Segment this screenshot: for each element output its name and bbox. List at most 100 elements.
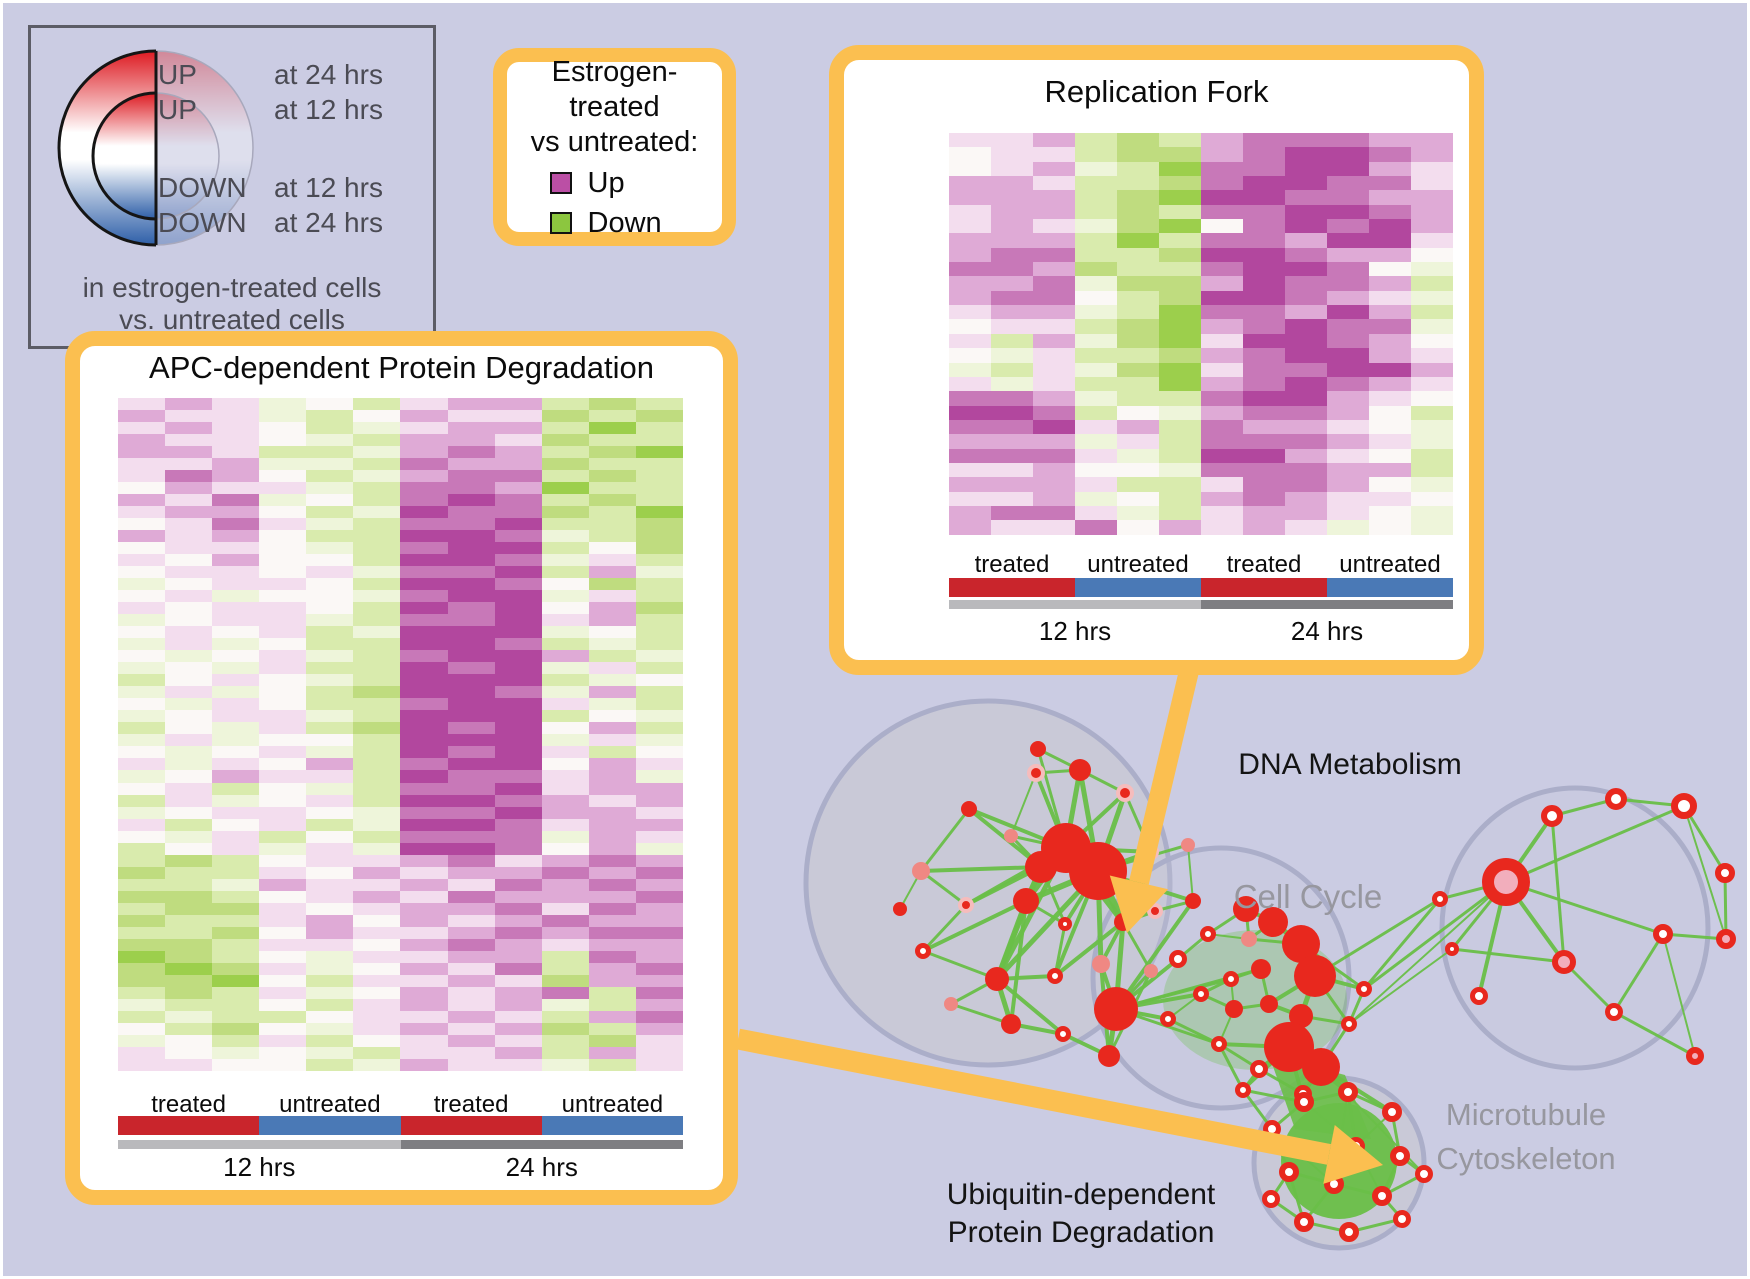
network-edge	[1333, 1091, 1349, 1185]
network-edge	[1200, 992, 1235, 1011]
rf-panel-title: Replication Fork	[1044, 74, 1269, 109]
network-edge	[1380, 1155, 1402, 1197]
gene-node-s	[1251, 959, 1271, 979]
cluster-circle-dna-metabolism	[803, 698, 1173, 1068]
heatmap-row	[949, 233, 1453, 248]
gene-node-w	[1432, 891, 1448, 907]
network-edge	[1167, 993, 1202, 1020]
network-edge	[920, 869, 967, 907]
time-label-12hrs: 12 hrs	[1038, 616, 1112, 646]
apc-heatmap	[118, 398, 683, 1071]
condition-bar	[949, 578, 1075, 597]
heatmap-row	[118, 518, 683, 531]
group-label-untreated-24h: untreated	[561, 1091, 664, 1118]
network-edge	[1303, 1220, 1350, 1234]
color-key-down-item: Down	[549, 206, 680, 240]
gene-node-p	[1716, 929, 1736, 949]
network-edge	[1346, 1091, 1358, 1147]
heatmap-row	[118, 434, 683, 447]
edge-density-blob	[1163, 930, 1347, 1070]
heatmap-row	[118, 494, 683, 507]
network-edge	[1380, 1195, 1404, 1220]
gene-node-w	[1338, 1082, 1358, 1102]
cluster-label-protein-degradation: Protein Degradation	[947, 1216, 1215, 1249]
group-label-treated-12h: treated	[151, 1091, 226, 1118]
network-edge	[1200, 977, 1232, 996]
condition-bar	[1201, 578, 1327, 597]
network-edge	[1399, 1154, 1425, 1176]
network-edge	[1065, 846, 1152, 854]
network-edge	[1064, 791, 1127, 850]
gene-node-f	[1004, 829, 1018, 843]
gene-node-w	[1605, 1003, 1623, 1021]
network-edge	[1286, 1015, 1304, 1048]
heatmap-row	[118, 698, 683, 711]
legend-down-12-word: DOWN	[158, 172, 247, 203]
gene-node-w	[1671, 793, 1697, 819]
network-edge	[1077, 769, 1101, 872]
heatmap-row	[949, 204, 1453, 220]
network-edge	[1287, 1046, 1306, 1103]
network-edge	[922, 949, 998, 981]
heatmap-row	[118, 1022, 683, 1035]
network-edge	[1287, 1171, 1306, 1223]
panel-to-cluster-arrow	[735, 1028, 1332, 1165]
network-edge	[1612, 933, 1665, 1013]
network-edge	[1062, 1032, 1110, 1058]
network-edge	[1024, 868, 1100, 904]
network-edge	[1053, 923, 1067, 977]
gene-node-h	[1147, 903, 1163, 919]
network-edge	[899, 870, 922, 910]
network-edge	[1390, 1111, 1402, 1157]
time-label-24hrs: 24 hrs	[505, 1152, 578, 1182]
network-edge	[1115, 977, 1232, 1011]
network-edge	[1683, 805, 1727, 940]
heatmap-row	[118, 962, 683, 975]
network-edge	[1207, 933, 1250, 940]
heatmap-row	[949, 190, 1453, 205]
network-edge	[1477, 881, 1508, 997]
network-edge	[1355, 1111, 1393, 1147]
network-edge	[1010, 834, 1067, 850]
gene-node-s	[1302, 1048, 1340, 1086]
network-edge	[1230, 978, 1235, 1010]
gene-node-s	[1225, 1000, 1243, 1018]
heatmap-row	[118, 866, 683, 879]
heatmap-row	[118, 758, 683, 771]
gene-node-p	[1482, 858, 1530, 906]
heatmap-row	[118, 626, 683, 639]
network-edge	[1036, 748, 1068, 849]
edge-density-blob	[1269, 1055, 1371, 1139]
updown-timing-legend: UP at 24 hrs UP at 12 hrs DOWN at 12 hrs…	[28, 25, 436, 349]
arrowhead-icon	[1109, 875, 1169, 933]
network-edge	[1094, 869, 1127, 924]
group-label-untreated-24h: untreated	[1339, 551, 1441, 578]
time-bar	[1201, 600, 1453, 609]
time-label-24hrs: 24 hrs	[1290, 616, 1364, 646]
gene-node-s	[1289, 1004, 1313, 1028]
heatmap-row	[118, 410, 683, 423]
cluster-label-microtubule: Microtubule	[1445, 1097, 1607, 1132]
network-edge	[1053, 870, 1100, 977]
network-edge	[1096, 868, 1157, 914]
gene-node-s	[1025, 851, 1057, 883]
gene-node-w	[1055, 1026, 1071, 1042]
network-edge	[965, 865, 1042, 907]
group-label-untreated-12h: untreated	[1087, 551, 1189, 578]
network-edge	[1095, 870, 1104, 965]
group-label-treated-24h: treated	[433, 1091, 509, 1118]
network-edge	[1662, 933, 1696, 1057]
heatmap-row	[949, 305, 1453, 320]
network-edge	[1115, 967, 1262, 1011]
network-edge	[1268, 1002, 1302, 1018]
heatmap-row	[949, 319, 1453, 334]
condition-bar	[1075, 578, 1201, 597]
network-edge	[1122, 909, 1156, 924]
heatmap-row	[118, 794, 683, 807]
heatmap-row	[118, 614, 683, 627]
network-edge	[1300, 1014, 1350, 1026]
network-edge	[1271, 920, 1303, 946]
network-edge	[1248, 937, 1302, 946]
network-edge	[1269, 1171, 1291, 1200]
down-label: Down	[587, 206, 662, 239]
